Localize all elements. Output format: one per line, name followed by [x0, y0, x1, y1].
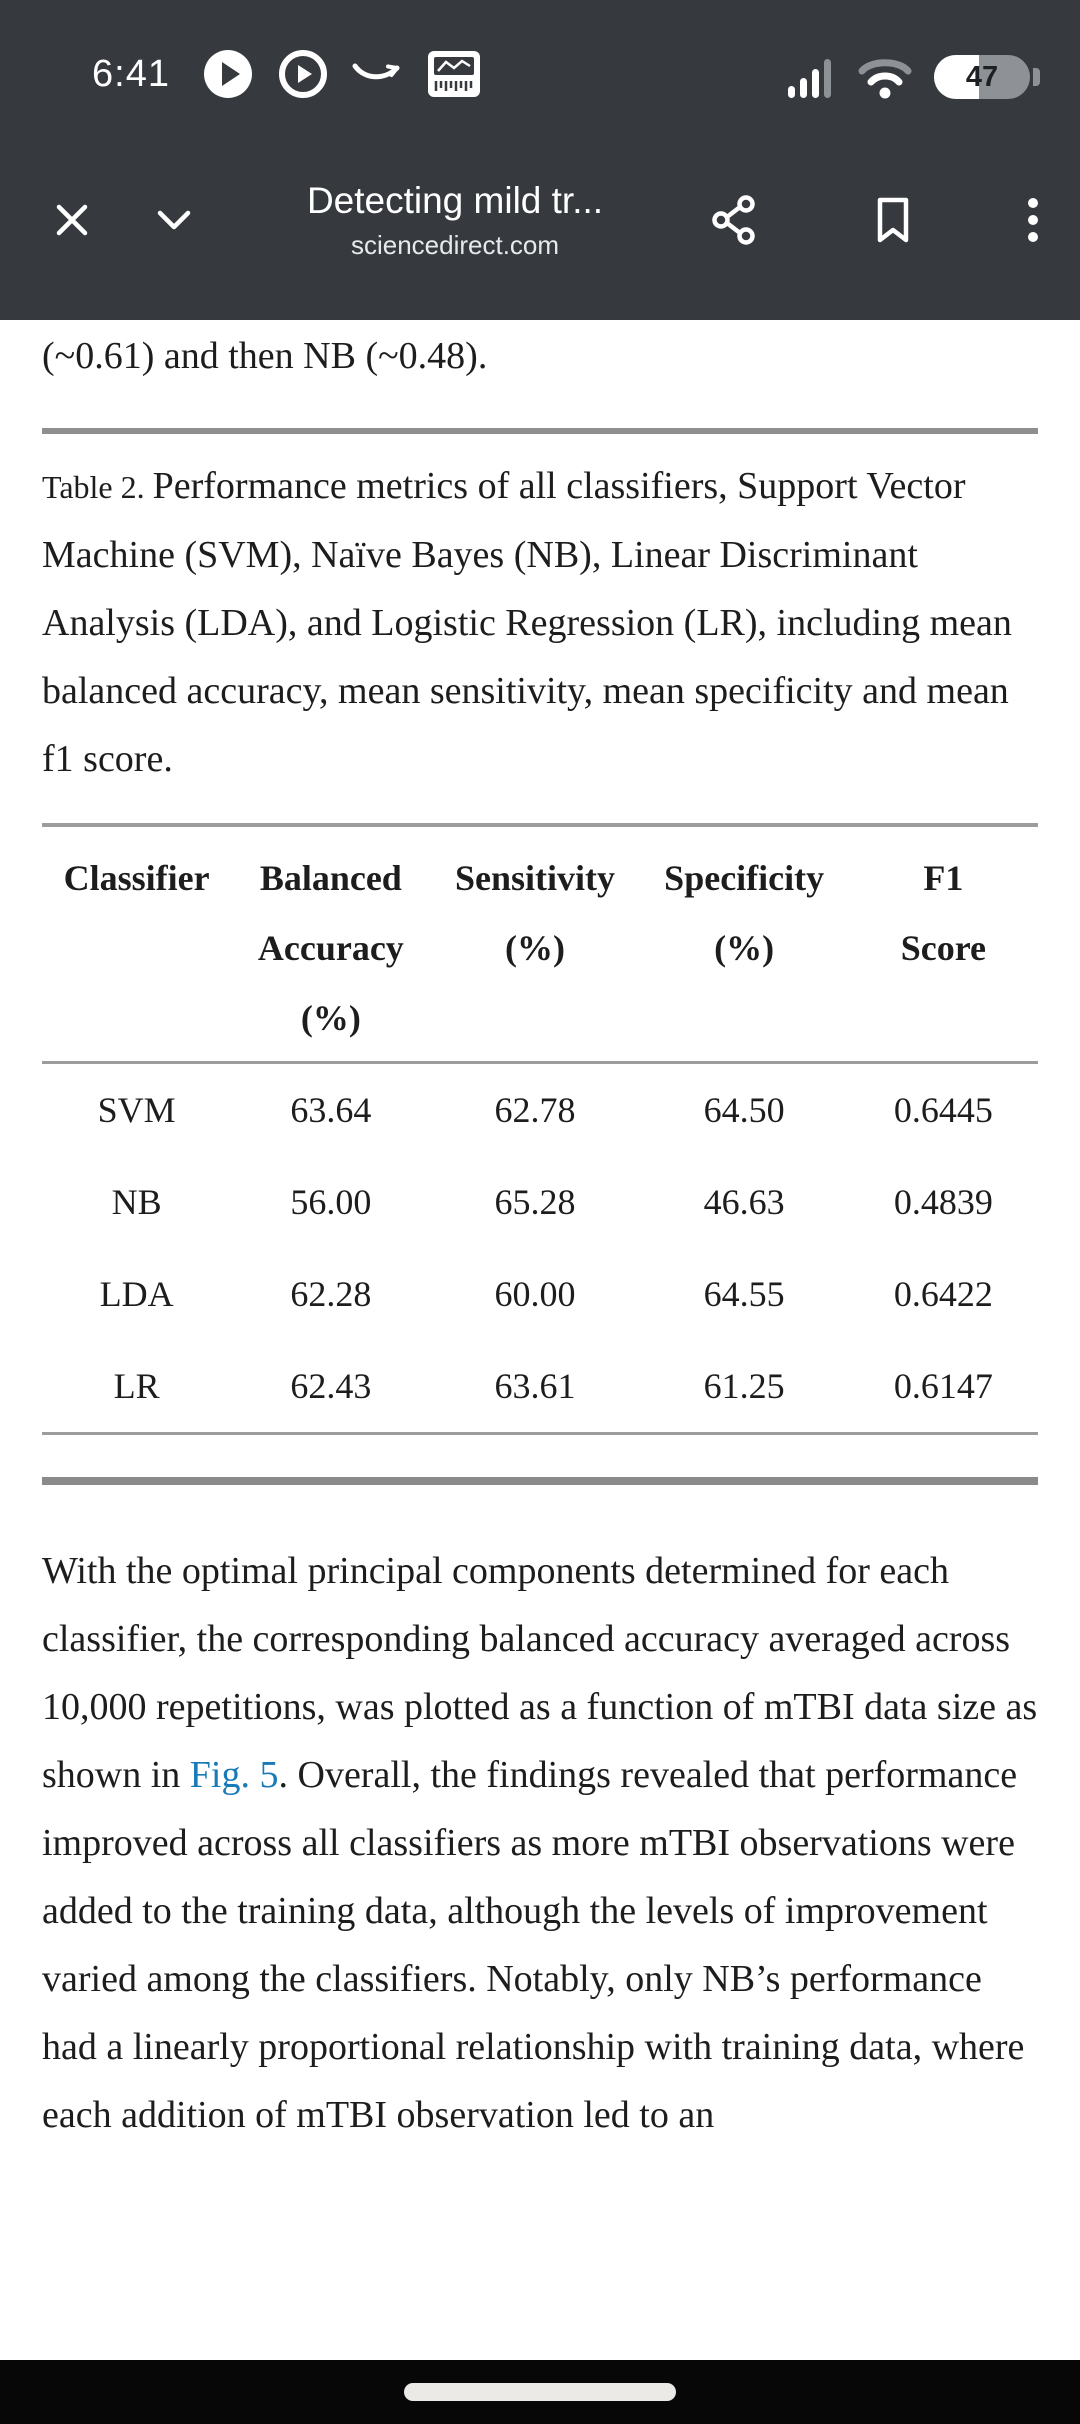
section-divider-thick	[42, 1477, 1038, 1485]
table-cell: 0.6422	[893, 1274, 993, 1314]
status-time: 6:41	[92, 52, 170, 95]
fig5-link[interactable]: Fig. 5	[189, 1754, 279, 1796]
wifi-icon	[856, 54, 914, 100]
table-cell: 60.00	[494, 1274, 576, 1314]
table-row: LDA 62.28 60.00 64.55 0.6422	[42, 1248, 1038, 1340]
status-bar-left: 6:41	[92, 46, 482, 102]
column-header: F1 Score	[900, 858, 986, 968]
table-cell: 62.78	[494, 1090, 576, 1130]
battery-body: 47	[934, 55, 1030, 99]
table-cell: 46.63	[703, 1182, 785, 1222]
table-row: LR 62.43 63.61 61.25 0.6147	[42, 1340, 1038, 1432]
play-circle-icon	[278, 49, 328, 99]
body-paragraph: With the optimal principal components de…	[42, 1537, 1038, 2149]
table-cell: 0.6445	[893, 1090, 993, 1130]
battery-fill-level	[934, 55, 980, 99]
share-button[interactable]	[710, 194, 760, 246]
page-domain: sciencedirect.com	[350, 229, 560, 260]
section-divider	[42, 428, 1038, 434]
table-caption: Table 2. Performance metrics of all clas…	[42, 452, 1038, 793]
table-cell: 0.6147	[893, 1366, 993, 1406]
table-cell: 63.61	[494, 1366, 576, 1406]
table-body: SVM 63.64 62.78 64.50 0.6445 NB 56.00 65…	[42, 1064, 1038, 1432]
column-header: Classifier	[63, 858, 210, 898]
amazon-smile-icon	[350, 54, 404, 94]
table-rule-mid	[42, 1061, 1038, 1064]
table-rule-bottom	[42, 1432, 1038, 1435]
table-cell: 63.64	[290, 1090, 372, 1130]
page-title-block: Detecting mild tr... sciencedirect.com	[200, 180, 710, 261]
table-cell: NB	[111, 1182, 162, 1222]
signal-icon	[784, 52, 836, 102]
table-cell: 62.43	[290, 1366, 372, 1406]
paragraph-text: With the optimal principal components de…	[42, 1550, 1038, 1796]
table-cell: SVM	[97, 1090, 176, 1130]
close-button[interactable]	[48, 196, 96, 244]
paragraph-fragment: (~0.61) and then NB (~0.48).	[42, 335, 488, 377]
table-cell: 0.4839	[893, 1182, 993, 1222]
toolbar-actions	[710, 194, 1040, 246]
table-cell: 64.55	[703, 1274, 785, 1314]
battery-percent: 47	[965, 60, 999, 93]
table-cell: 64.50	[703, 1090, 785, 1130]
custom-tab-toolbar: Detecting mild tr... sciencedirect.com	[0, 120, 1080, 320]
play-icon	[200, 46, 256, 102]
status-bar-right: 47	[784, 52, 1040, 102]
browser-chrome	[0, 0, 1080, 320]
chart-card-icon	[426, 47, 482, 101]
battery-nub	[1033, 68, 1040, 86]
table-row: SVM 63.64 62.78 64.50 0.6445	[42, 1064, 1038, 1156]
metrics-table: Classifier Balanced Accuracy (%) Sensiti…	[42, 823, 1038, 1485]
table-caption-label: Table 2.	[42, 469, 153, 505]
table-cell: 62.28	[290, 1274, 372, 1314]
battery-indicator: 47	[934, 55, 1040, 99]
paragraph-text: . Overall, the findings revealed that pe…	[42, 1754, 1025, 2136]
table-cell: LDA	[99, 1274, 174, 1314]
home-indicator[interactable]	[404, 2383, 676, 2401]
table-row: NB 56.00 65.28 46.63 0.4839	[42, 1156, 1038, 1248]
table-caption-text: Performance metrics of all classifiers, …	[42, 465, 1012, 780]
collapse-button[interactable]	[148, 196, 200, 244]
table-cell: 56.00	[290, 1182, 372, 1222]
table-cell: 65.28	[494, 1182, 576, 1222]
table-cell: 61.25	[703, 1366, 785, 1406]
bookmark-button[interactable]	[870, 194, 916, 246]
column-header: Specificity (%)	[664, 858, 825, 968]
article-content[interactable]: (~0.61) and then NB (~0.48). Table 2. Pe…	[0, 320, 1080, 2424]
table-header-row: Classifier Balanced Accuracy (%) Sensiti…	[42, 827, 1038, 1061]
gesture-nav-bar	[0, 2360, 1080, 2424]
overflow-menu-button[interactable]	[1026, 194, 1040, 246]
column-header: Sensitivity (%)	[454, 858, 615, 968]
page-title: Detecting mild tr...	[306, 179, 604, 221]
table-rule-top	[42, 823, 1038, 827]
table-cell: LR	[113, 1366, 160, 1406]
column-header: Balanced Accuracy (%)	[257, 858, 404, 1038]
status-bar: 6:41	[0, 0, 1080, 120]
